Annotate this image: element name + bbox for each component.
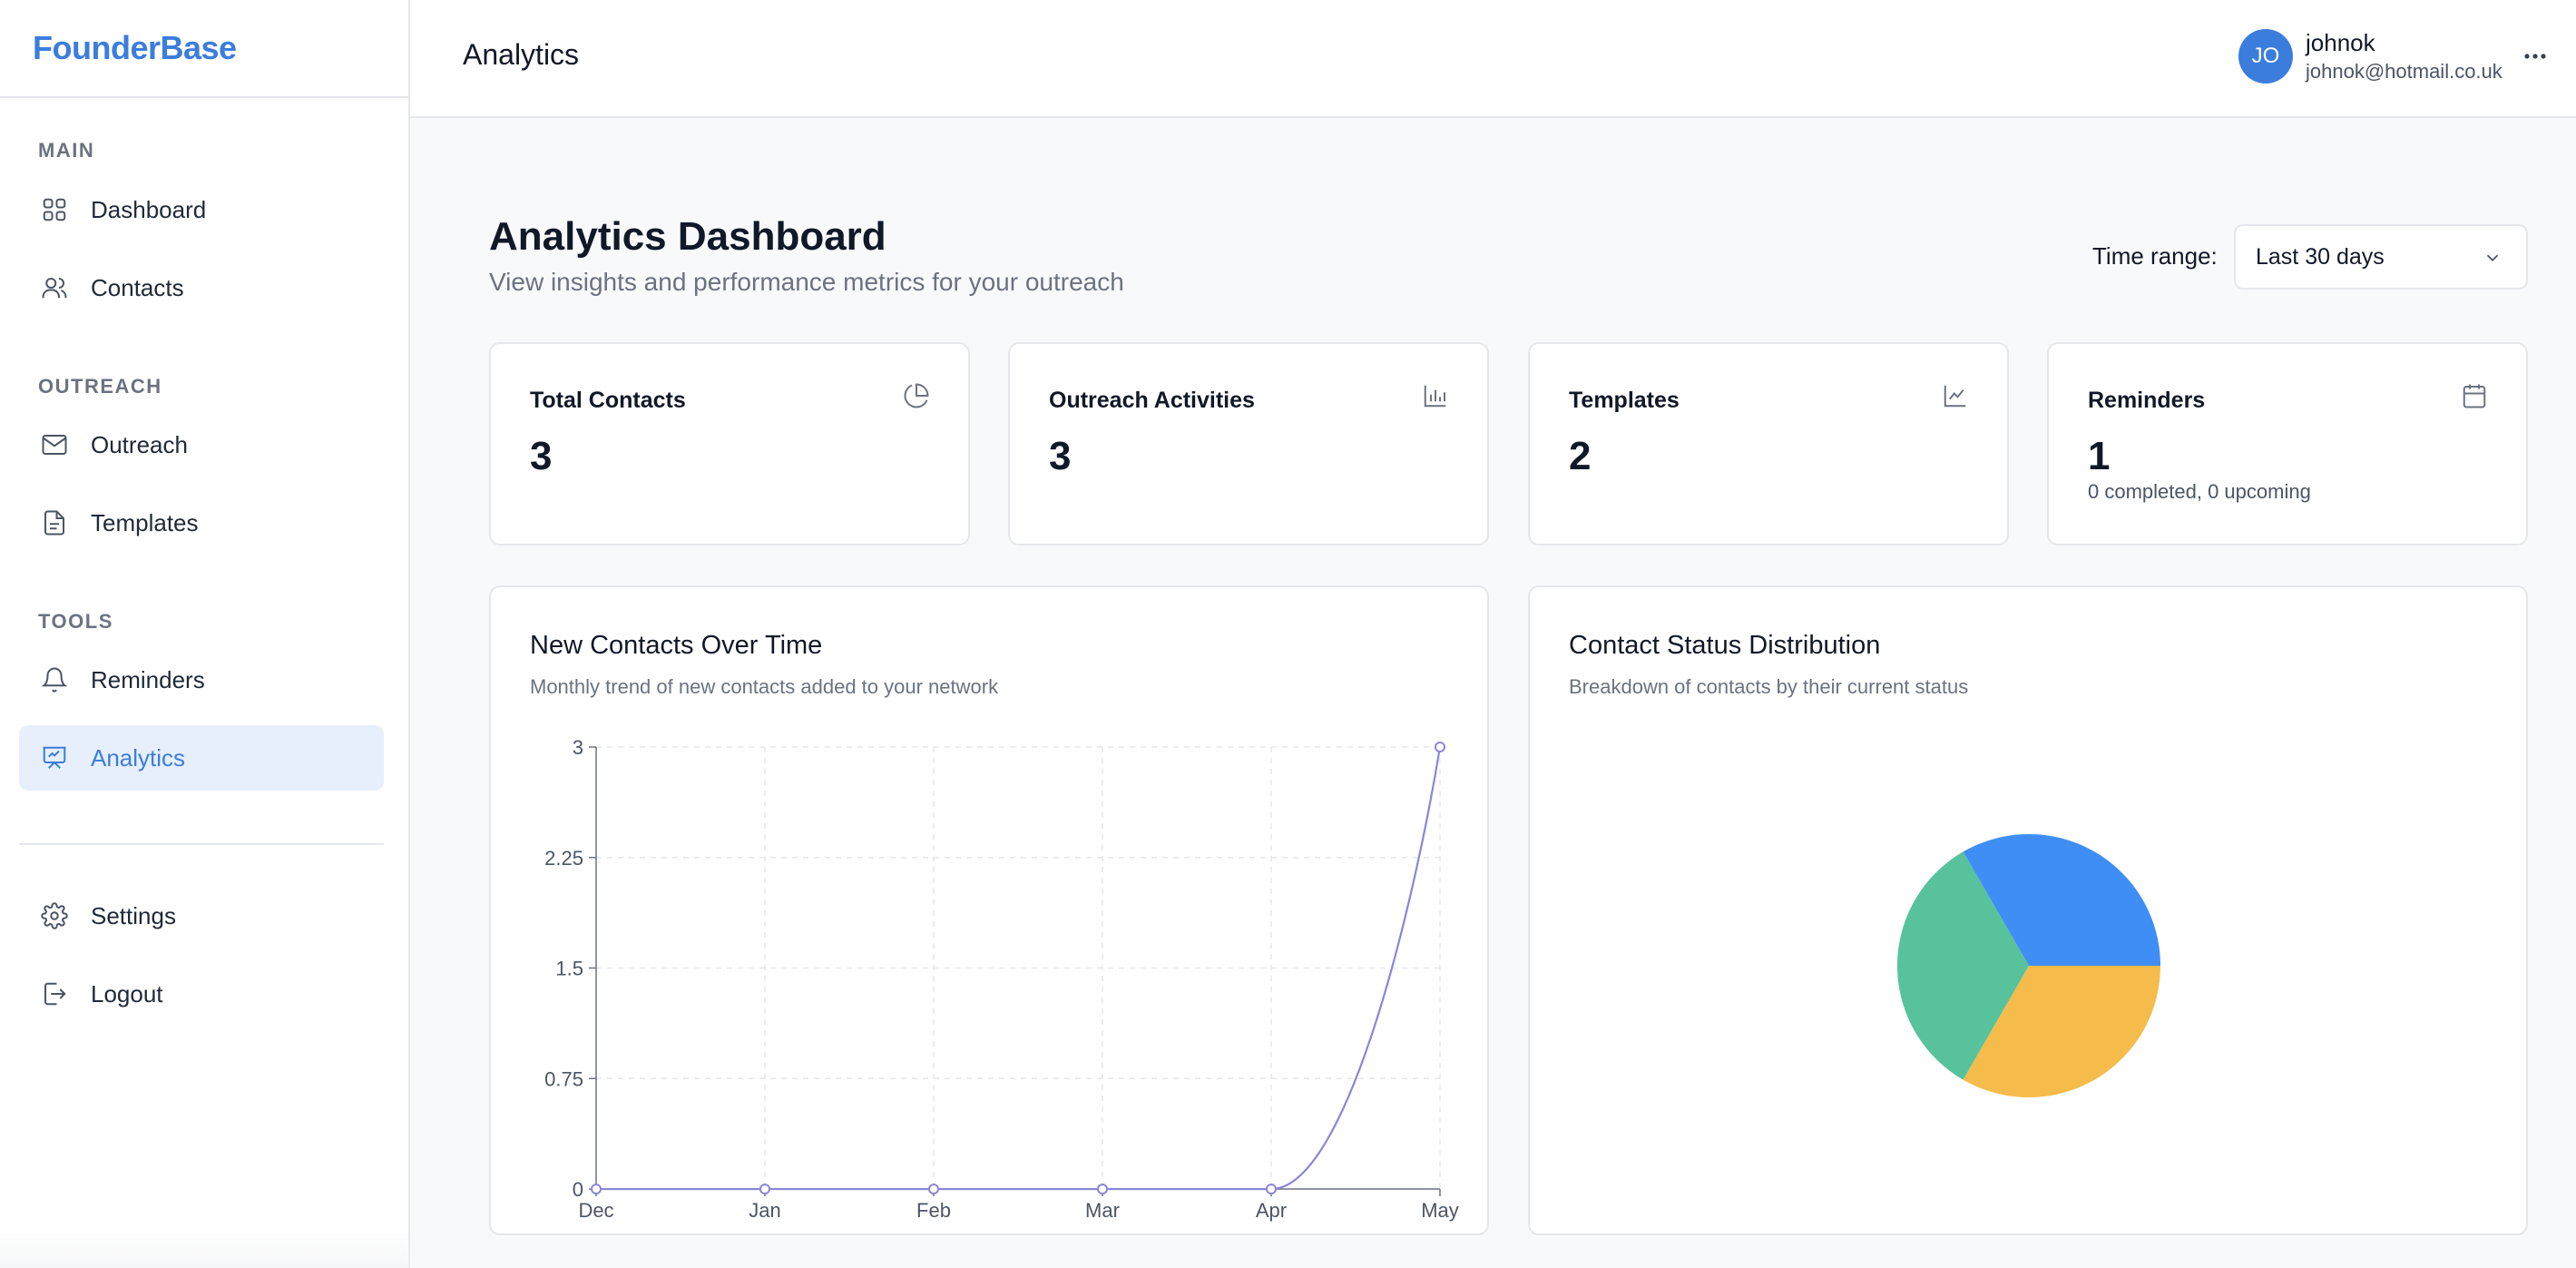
header-title: Analytics <box>463 38 580 71</box>
stat-title: Total Contacts <box>530 388 686 413</box>
pie-slice <box>1897 851 2029 1080</box>
time-range-value: Last 30 days <box>2256 243 2385 270</box>
mail-icon <box>38 428 71 461</box>
chevron-down-icon <box>2486 254 2499 262</box>
data-point <box>759 1184 770 1194</box>
section-label-outreach: OUTREACH <box>38 375 162 398</box>
sidebar-item-label: Analytics <box>91 743 186 772</box>
calendar-icon <box>2463 384 2486 408</box>
sidebar-item-dashboard[interactable]: Dashboard <box>19 177 384 242</box>
sidebar-item-contacts[interactable]: Contacts <box>19 255 384 320</box>
pie-slice <box>1963 834 2160 966</box>
line-chart-icon <box>1944 385 1966 408</box>
y-tick-label: 1.5 <box>555 958 583 980</box>
line-chart-card: New Contacts Over Time Monthly trend of … <box>489 585 1489 1235</box>
sidebar-item-templates[interactable]: Templates <box>19 490 384 555</box>
stat-title: Outreach Activities <box>1049 388 1255 413</box>
users-icon <box>38 271 71 304</box>
sidebar-item-label: Outreach <box>91 430 188 458</box>
section-label-main: MAIN <box>38 139 95 162</box>
sidebar-item-analytics[interactable]: Analytics <box>19 725 384 791</box>
ellipsis-icon[interactable] <box>2519 40 2552 73</box>
sidebar-item-label: Settings <box>91 901 176 929</box>
bar-chart-icon <box>1424 385 1446 408</box>
time-range-label: Time range: <box>2092 242 2218 270</box>
stat-value: 2 <box>1569 434 1592 478</box>
y-tick-label: 2.25 <box>544 847 583 870</box>
data-point <box>1435 742 1445 752</box>
chart-title: New Contacts Over Time <box>530 631 823 660</box>
avatar[interactable]: JO <box>2238 29 2293 84</box>
stat-subtitle: 0 completed, 0 upcoming <box>2088 480 2311 503</box>
presentation-chart-icon <box>38 742 71 774</box>
data-point <box>591 1184 602 1194</box>
page-subtitle: View insights and performance metrics fo… <box>489 268 1124 296</box>
pie-chart-icon <box>904 383 929 408</box>
page-title: Analytics Dashboard <box>489 214 886 259</box>
x-tick-label: Jan <box>749 1199 780 1222</box>
sidebar-divider <box>19 843 384 845</box>
stat-title: Templates <box>1569 388 1680 413</box>
data-point <box>928 1184 939 1194</box>
stat-title: Reminders <box>2088 388 2206 413</box>
x-tick-label: Apr <box>1256 1199 1287 1222</box>
pie-chart-card: Contact Status Distribution Breakdown of… <box>1528 585 2528 1235</box>
series-line <box>596 746 1442 1191</box>
sidebar-item-settings[interactable]: Settings <box>19 883 384 949</box>
stat-card-reminders: Reminders 1 0 completed, 0 upcoming <box>2047 342 2528 546</box>
stat-value: 1 <box>2088 434 2111 478</box>
chart-subtitle: Monthly trend of new contacts added to y… <box>530 675 999 698</box>
stat-value: 3 <box>1049 434 1072 478</box>
stat-card-outreach-activities: Outreach Activities 3 <box>1008 342 1489 546</box>
time-range-select[interactable]: Last 30 days <box>2234 224 2528 290</box>
sidebar-item-outreach[interactable]: Outreach <box>19 412 384 477</box>
top-header: Analytics JO johnok johnok@hotmail.co.uk <box>410 0 2576 118</box>
user-name: johnok <box>2306 29 2375 56</box>
chart-subtitle: Breakdown of contacts by their current s… <box>1569 675 1969 698</box>
x-tick-label: May <box>1421 1199 1459 1222</box>
brand-logo[interactable]: FounderBase <box>0 0 408 98</box>
sidebar-item-label: Dashboard <box>91 195 207 223</box>
user-email: johnok@hotmail.co.uk <box>2306 60 2503 83</box>
bell-icon <box>38 663 71 696</box>
gear-icon <box>38 899 71 932</box>
section-label-tools: TOOLS <box>38 610 113 633</box>
y-tick-label: 0.75 <box>544 1067 583 1090</box>
stat-card-total-contacts: Total Contacts 3 <box>489 342 970 546</box>
x-tick-label: Mar <box>1085 1199 1120 1222</box>
sidebar-item-label: Reminders <box>91 665 205 693</box>
logout-icon <box>38 978 71 1010</box>
x-tick-label: Feb <box>916 1199 951 1222</box>
sidebar-item-reminders[interactable]: Reminders <box>19 647 384 713</box>
data-point <box>1097 1184 1108 1194</box>
sidebar-item-label: Templates <box>91 508 199 536</box>
sidebar-shadow <box>0 1232 410 1268</box>
pie-chart <box>1897 834 2160 1097</box>
brand-name[interactable]: FounderBase <box>33 29 237 66</box>
sidebar-item-logout[interactable]: Logout <box>19 961 384 1027</box>
data-point <box>1266 1184 1277 1194</box>
stat-value: 3 <box>530 434 553 478</box>
chart-title: Contact Status Distribution <box>1569 631 1881 660</box>
pie-slice <box>1963 966 2160 1097</box>
y-tick-label: 3 <box>573 736 583 759</box>
grid-icon <box>38 193 71 226</box>
stat-card-templates: Templates 2 <box>1528 342 2009 546</box>
sidebar-item-label: Logout <box>91 979 163 1008</box>
sidebar: FounderBase MAIN Dashboard Contacts OUTR… <box>0 0 410 1268</box>
file-icon <box>38 506 71 539</box>
sidebar-item-label: Contacts <box>91 273 184 301</box>
y-tick-label: 0 <box>573 1178 583 1201</box>
x-tick-label: Dec <box>578 1199 613 1222</box>
line-chart: 0 0.75 1.5 2.25 3 Dec Jan Feb Mar Apr May <box>544 736 1459 1222</box>
